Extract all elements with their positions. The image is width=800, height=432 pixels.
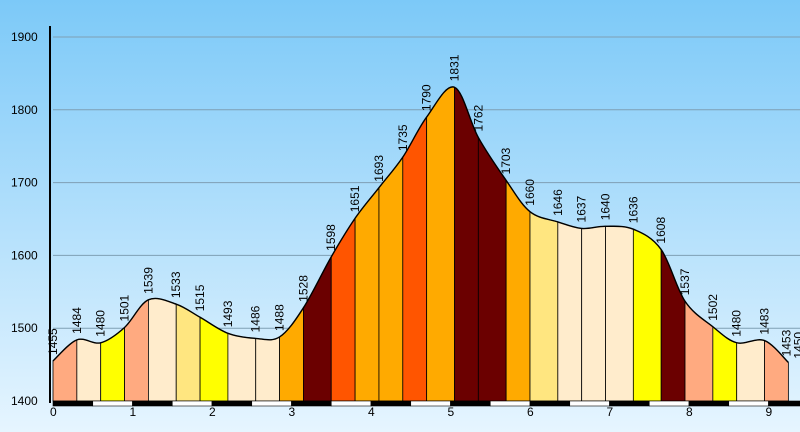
- x-axis-block-2: [132, 400, 173, 407]
- value-label-17: 1762: [471, 104, 485, 131]
- x-tick-label-8: 8: [686, 405, 693, 419]
- y-tick-label-1700: 1700: [11, 176, 38, 190]
- x-axis-block-16: [688, 400, 730, 407]
- x-tick-label-1: 1: [130, 405, 137, 419]
- x-axis-block-14: [609, 400, 650, 407]
- x-axis-block-18: [768, 400, 800, 407]
- value-label-21: 1637: [575, 195, 589, 222]
- segment-21: [581, 225, 606, 402]
- elevation-segments: [52, 86, 789, 402]
- y-tick-label-1500: 1500: [11, 321, 38, 335]
- x-tick-label-3: 3: [289, 405, 296, 419]
- value-label-13: 1693: [372, 155, 386, 182]
- value-label-4: 1539: [141, 267, 155, 294]
- y-tick-label-1900: 1900: [11, 30, 38, 44]
- value-labels: 1455 1484 1480 1501 1539 1533 1515 1493 1486 1488…: [46, 54, 800, 358]
- segment-17: [477, 135, 507, 402]
- value-label-9: 1488: [273, 304, 287, 331]
- value-label-10: 1528: [296, 275, 310, 302]
- segment-8: [255, 336, 280, 402]
- value-label-27: 1480: [730, 310, 744, 337]
- x-axis-block-11: [489, 400, 531, 407]
- x-axis-block-0: [52, 400, 94, 407]
- segment-15: [426, 86, 455, 402]
- x-tick-label-7: 7: [607, 405, 614, 419]
- y-tick-label-1800: 1800: [11, 103, 38, 117]
- value-label-25: 1537: [678, 268, 692, 295]
- value-label-16: 1831: [447, 54, 461, 81]
- value-label-23: 1636: [626, 196, 640, 223]
- x-tick-label-0: 0: [50, 405, 57, 419]
- x-tick-label-2: 2: [209, 405, 216, 419]
- x-axis-block-10: [450, 400, 491, 407]
- x-axis-block-3: [171, 400, 213, 407]
- value-label-12: 1651: [348, 185, 362, 212]
- value-label-15: 1790: [420, 84, 434, 111]
- value-label-3: 1501: [118, 294, 132, 321]
- segment-22: [605, 225, 634, 402]
- profile-line: [52, 86, 789, 363]
- value-label-26: 1502: [706, 294, 720, 321]
- y-tick-label-1400: 1400: [11, 394, 38, 408]
- value-label-28: 1483: [758, 308, 772, 335]
- segment-14: [402, 115, 428, 402]
- x-axis-block-6: [291, 400, 332, 407]
- x-axis-block-17: [728, 400, 769, 407]
- segment-23: [632, 228, 662, 402]
- x-tick-label-4: 4: [368, 405, 375, 419]
- value-label-0: 1455: [46, 328, 60, 355]
- segment-1: [76, 338, 102, 402]
- x-axis-block-4: [211, 400, 253, 407]
- value-label-6: 1515: [193, 284, 207, 311]
- segment-7: [227, 332, 257, 402]
- x-axis-block-13: [569, 400, 610, 407]
- value-label-14: 1735: [396, 124, 410, 151]
- x-axis-block-7: [330, 400, 372, 407]
- value-label-22: 1640: [599, 193, 613, 220]
- segment-27: [736, 339, 765, 402]
- profile-outline: [52, 86, 789, 363]
- x-axis-block-9: [410, 400, 451, 407]
- value-label-19: 1660: [523, 179, 537, 206]
- segment-5: [175, 303, 201, 402]
- value-label-30: 1450: [791, 332, 800, 359]
- value-label-7: 1493: [221, 300, 235, 327]
- value-label-24: 1608: [654, 217, 668, 244]
- value-label-1: 1484: [70, 307, 84, 334]
- value-label-18: 1703: [499, 147, 513, 174]
- x-axis-block-15: [648, 400, 690, 407]
- x-axis-block-8: [370, 400, 412, 407]
- segment-4: [148, 298, 177, 402]
- value-label-11: 1598: [324, 224, 338, 251]
- segment-20: [557, 221, 583, 402]
- y-tick-label-1600: 1600: [11, 248, 38, 262]
- segment-16: [454, 86, 479, 402]
- x-tick-label-9: 9: [766, 405, 773, 419]
- value-label-8: 1486: [249, 305, 263, 332]
- x-axis-block-1: [92, 400, 133, 407]
- x-tick-label-5: 5: [448, 405, 455, 419]
- value-label-2: 1480: [94, 310, 108, 337]
- x-axis-block-12: [529, 400, 571, 407]
- segment-19: [529, 210, 559, 402]
- x-tick-label-6: 6: [527, 405, 534, 419]
- axes: 1400 1500 1600 1700 1800 1900 0 1 2 3 4 5 6 7 8 9: [11, 26, 800, 419]
- value-label-20: 1646: [551, 189, 565, 216]
- x-axis-block-5: [251, 400, 292, 407]
- value-label-29: 1453: [779, 329, 793, 356]
- segment-12: [354, 186, 380, 402]
- segment-13: [378, 155, 404, 402]
- value-label-5: 1533: [169, 271, 183, 298]
- segment-18: [505, 179, 531, 402]
